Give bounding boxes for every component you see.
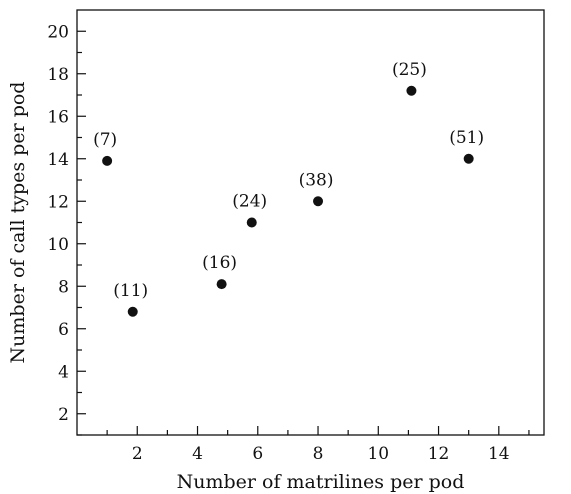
x-tick-label: 14 [488, 444, 510, 464]
x-axis-title: Number of matrilines per pod [177, 471, 465, 493]
y-tick-label: 18 [47, 65, 69, 85]
data-point-label: (24) [232, 192, 267, 212]
data-point [313, 196, 324, 207]
x-tick-label: 8 [313, 444, 324, 464]
data-point-label: (16) [202, 253, 237, 273]
x-tick-label: 6 [252, 444, 263, 464]
data-point [102, 155, 113, 166]
data-point-label: (25) [392, 60, 427, 80]
data-point [406, 85, 417, 96]
data-point [216, 279, 227, 290]
x-tick-label: 10 [367, 444, 389, 464]
data-point [127, 306, 138, 317]
data-point-label: (38) [299, 170, 334, 190]
data-point [246, 217, 257, 228]
data-points: (7) (11) (16) (24) (38) (25) (51) [93, 60, 484, 317]
data-point-label: (11) [113, 281, 148, 301]
y-tick-label: 8 [58, 277, 69, 297]
plot-border [76, 9, 545, 436]
y-tick-label: 16 [47, 107, 69, 127]
y-axis: 2 4 6 8 10 12 14 16 18 20 [47, 22, 86, 436]
plot-frame [76, 9, 545, 436]
data-point-label: (51) [449, 128, 484, 148]
y-tick-label: 20 [47, 22, 69, 42]
y-tick-label: 12 [47, 192, 69, 212]
y-tick-label: 10 [47, 235, 69, 255]
y-tick-label: 4 [58, 362, 69, 382]
x-tick-label: 12 [428, 444, 450, 464]
x-tick-label: 2 [132, 444, 143, 464]
data-point-label: (7) [93, 130, 117, 150]
y-tick-label: 2 [58, 405, 69, 425]
data-point [463, 153, 474, 164]
x-tick-label: 4 [192, 444, 203, 464]
y-axis-title: Number of call types per pod [7, 82, 29, 364]
y-tick-label: 14 [47, 150, 69, 170]
y-tick-label: 6 [58, 320, 69, 340]
x-axis: 2 4 6 8 10 12 14 [106, 426, 530, 464]
